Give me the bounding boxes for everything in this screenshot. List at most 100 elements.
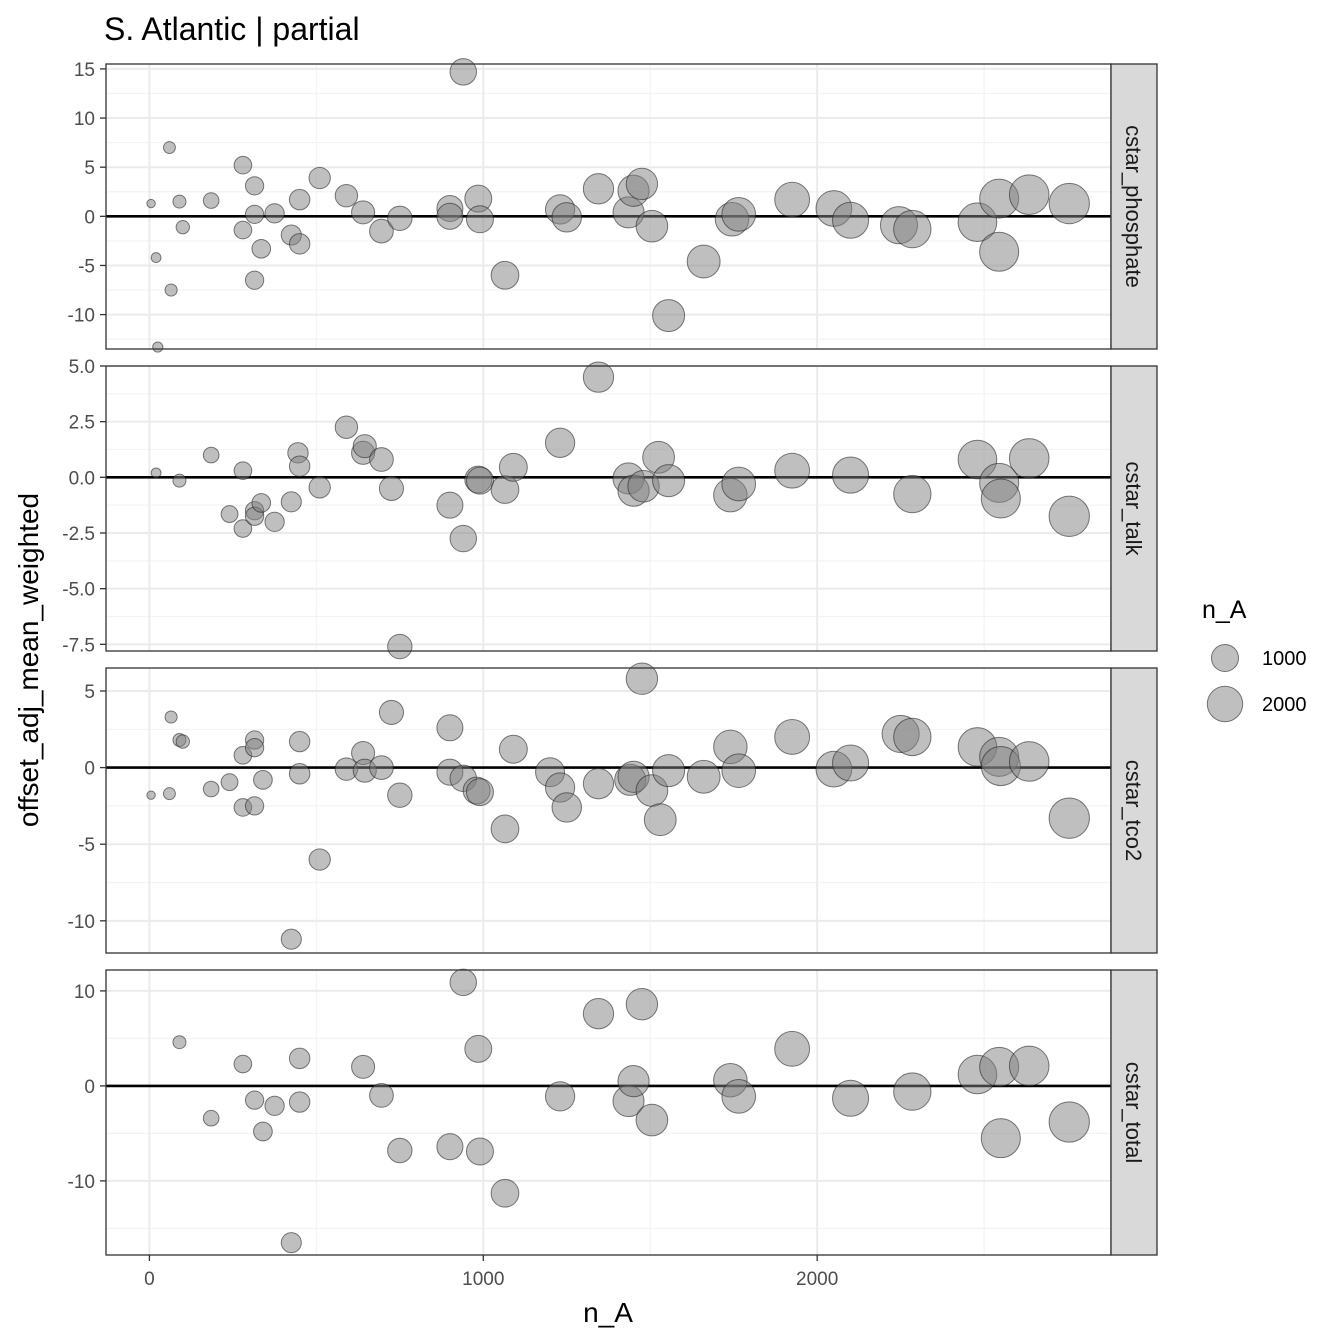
data-point	[288, 1047, 311, 1070]
facet-panels: 15 10 5 0 -5 -10 cstar_phosphate 5.0 2.5 0.0 -2.5 -…	[62, 58, 1158, 1256]
data-point	[288, 762, 311, 785]
data-point	[244, 176, 265, 196]
data-point	[244, 270, 265, 290]
data-point	[369, 447, 394, 472]
data-point	[264, 511, 285, 533]
data-point	[308, 848, 331, 871]
data-point	[490, 814, 520, 844]
data-point	[449, 58, 477, 86]
data-point	[175, 734, 190, 749]
data-point	[378, 699, 405, 725]
data-point	[1048, 495, 1090, 537]
data-point	[352, 434, 377, 459]
data-point	[244, 1090, 265, 1110]
x-tick-label: 1000	[462, 1269, 504, 1290]
data-point	[465, 466, 494, 495]
data-point	[387, 205, 413, 231]
data-point	[244, 796, 265, 816]
y-tick-label: 5.0	[69, 357, 95, 378]
data-point	[436, 1133, 464, 1161]
data-point	[686, 244, 721, 279]
data-point	[582, 361, 615, 393]
data-point	[164, 283, 178, 297]
data-point	[220, 773, 239, 792]
data-point	[774, 452, 811, 489]
data-point	[162, 787, 176, 801]
data-point	[334, 415, 359, 439]
data-point	[387, 1137, 413, 1164]
data-point	[202, 192, 220, 209]
x-tick-label: 0	[144, 1269, 155, 1290]
data-point	[264, 203, 285, 224]
data-point	[1008, 741, 1050, 782]
data-point	[721, 466, 757, 502]
data-point	[774, 181, 811, 218]
data-point	[979, 231, 1020, 272]
data-point	[832, 456, 870, 494]
data-point	[308, 166, 331, 190]
data-point	[280, 491, 302, 513]
data-point	[1008, 174, 1050, 216]
data-point	[162, 141, 176, 154]
data-point	[233, 1054, 253, 1074]
data-point	[686, 759, 721, 794]
data-point	[288, 455, 311, 477]
y-tick-label: -10	[68, 306, 95, 327]
data-point	[251, 238, 272, 259]
data-point	[233, 519, 253, 538]
panel-background	[106, 668, 1111, 953]
y-tick-label: 0.0	[69, 468, 95, 489]
x-axis-title: n_A	[583, 1297, 633, 1328]
panel-cstar_phosphate: 15 10 5 0 -5 -10 cstar_phosphate	[68, 58, 1158, 353]
data-point	[288, 730, 311, 753]
legend-key-label: 1000	[1262, 648, 1307, 670]
data-point	[464, 1034, 493, 1063]
data-point	[146, 198, 156, 209]
data-point	[551, 202, 582, 233]
data-point	[253, 770, 273, 790]
data-point	[369, 1083, 394, 1108]
data-point	[465, 1137, 494, 1166]
y-tick-label: -5	[78, 256, 95, 277]
y-tick-label: -10	[68, 1172, 95, 1193]
data-point	[378, 475, 405, 502]
data-point	[172, 1035, 187, 1050]
y-tick-label: 10	[74, 109, 95, 130]
data-point	[436, 714, 464, 742]
data-point	[233, 155, 253, 175]
facet-strip	[1110, 365, 1158, 652]
chart-title: S. Atlantic | partial	[104, 11, 360, 47]
data-point	[369, 755, 394, 780]
data-point	[253, 1121, 273, 1142]
data-point	[1048, 182, 1090, 225]
data-point	[150, 252, 162, 264]
data-point	[233, 461, 253, 480]
data-point	[980, 1118, 1021, 1159]
data-point	[980, 478, 1021, 519]
y-tick-label: 5	[84, 682, 95, 703]
data-point	[893, 1072, 932, 1111]
data-point	[1048, 797, 1090, 839]
y-tick-label: 5	[84, 158, 95, 179]
data-point	[280, 1232, 302, 1254]
data-point	[544, 1081, 576, 1112]
y-tick-label: 0	[84, 1077, 95, 1098]
facet-strip-label: cstar_tco2	[1121, 760, 1146, 862]
data-point	[490, 1178, 520, 1208]
data-point	[288, 233, 311, 255]
legend-title: n_A	[1202, 596, 1247, 624]
facet-strip-label: cstar_phosphate	[1121, 125, 1146, 288]
data-point	[220, 505, 239, 523]
data-point	[582, 998, 615, 1030]
legend: n_A 1000 2000	[1202, 596, 1307, 723]
data-point	[832, 744, 870, 782]
data-point	[369, 218, 394, 244]
data-point	[351, 1054, 376, 1079]
data-point	[635, 1103, 669, 1137]
data-point	[152, 341, 164, 353]
data-point	[233, 220, 253, 240]
data-point	[1048, 1101, 1090, 1143]
y-tick-label: -5.0	[62, 580, 95, 601]
y-tick-label: 2.5	[69, 413, 95, 434]
